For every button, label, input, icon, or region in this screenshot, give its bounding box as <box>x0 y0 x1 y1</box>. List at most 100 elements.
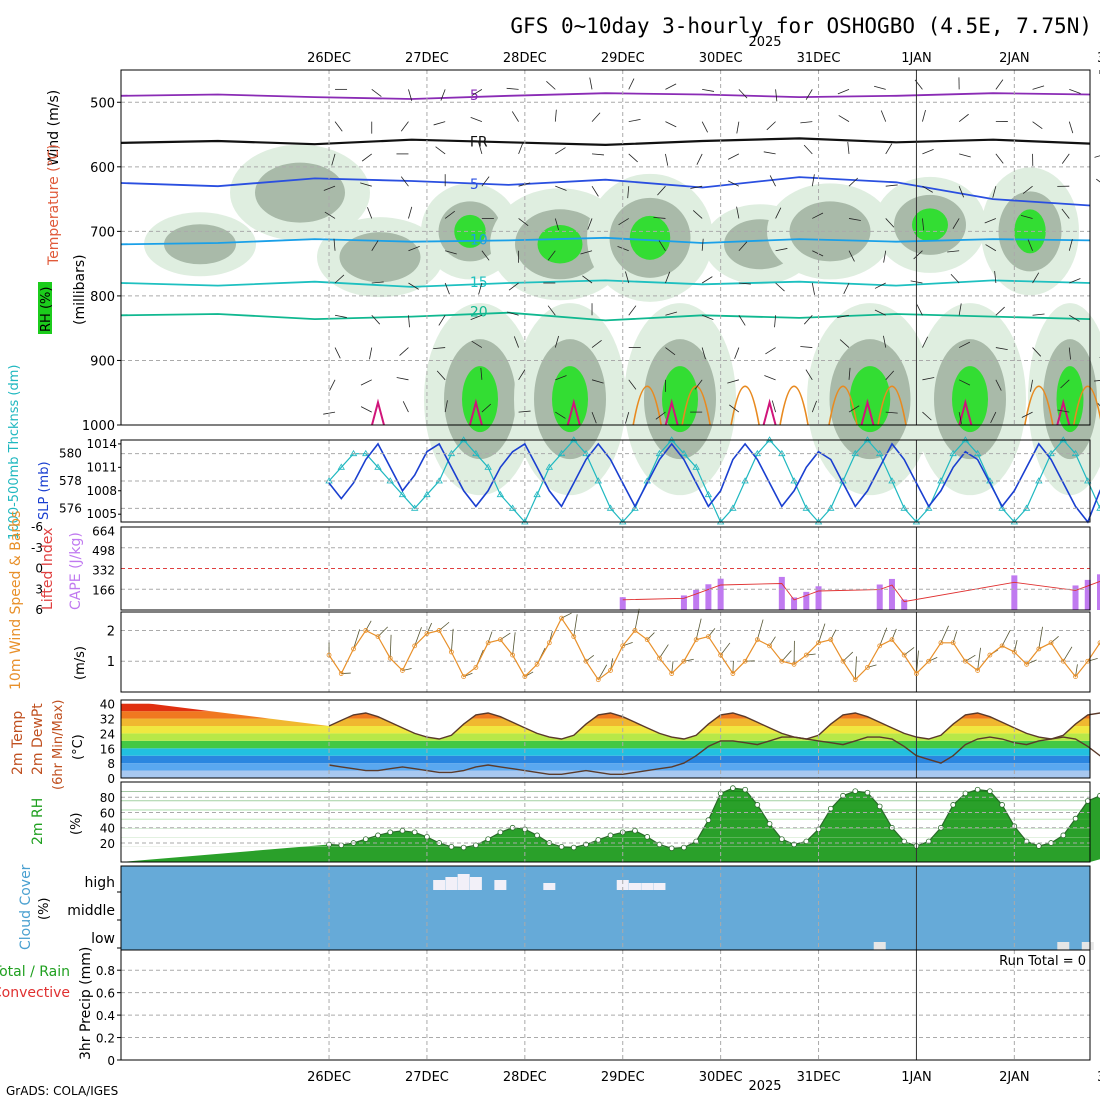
footer-credit: GrADS: COLA/IGES <box>6 1084 118 1098</box>
wind-barb <box>369 347 373 360</box>
rh-point <box>754 802 761 808</box>
wind10m-point <box>681 658 687 664</box>
wind-barb <box>555 185 567 191</box>
wind10m-barb <box>597 664 608 680</box>
wind-barb <box>554 109 557 122</box>
wind-barb <box>913 250 923 260</box>
precip-tick-label: 0.6 <box>96 987 115 1001</box>
rh-point <box>876 803 883 810</box>
wind-barb <box>400 121 409 132</box>
rh-point <box>411 829 418 836</box>
hot-contour <box>664 398 679 426</box>
wind10m-barb <box>451 628 454 653</box>
wind10m-point <box>534 661 540 667</box>
wind-barb <box>702 314 714 320</box>
wind-barb <box>811 282 815 295</box>
wind10m-point <box>791 661 797 667</box>
wind10m-point <box>1036 646 1042 652</box>
wind-barb <box>408 246 420 252</box>
temp-color-band <box>121 763 1090 771</box>
wind-barb <box>764 375 776 381</box>
lifted-index-tick-label: -3 <box>31 541 43 555</box>
wind10m-point <box>840 658 846 664</box>
wind-barb <box>958 379 971 386</box>
rh-tick-label: 80 <box>100 791 115 805</box>
wind-barb <box>800 121 813 124</box>
wind10m-point <box>950 640 956 646</box>
rh-shade-high <box>462 366 498 433</box>
wind10m-barb <box>1050 636 1059 644</box>
wind10m-point <box>522 674 528 680</box>
wind-barb <box>839 339 850 348</box>
date-label-bottom: 3JAN <box>1097 1070 1100 1085</box>
wind-barb <box>1022 185 1033 194</box>
cloud-high-bar <box>457 874 470 890</box>
upper-air-ytick-label: 1000 <box>82 419 115 434</box>
isotherm-label: 10 <box>470 232 488 248</box>
wind-barb <box>511 111 519 122</box>
hot-contour <box>371 398 385 426</box>
thickness-point <box>900 504 908 511</box>
wind-barb <box>438 315 446 326</box>
wind-barb <box>435 146 446 155</box>
cloud-high-bar <box>641 883 654 890</box>
wind-barb <box>1068 239 1073 251</box>
wind-barb <box>847 141 850 154</box>
rh-point <box>999 802 1005 808</box>
wind-barb <box>990 411 997 424</box>
cape-tick-label: 498 <box>92 544 115 558</box>
thickness-point <box>606 504 615 511</box>
wind10m-point <box>363 628 369 633</box>
isotherm-line <box>120 92 1091 100</box>
wind10m-point <box>620 643 626 649</box>
wind-barb <box>481 250 490 261</box>
cloud-high-bar <box>469 877 482 890</box>
wind10m-point <box>510 652 515 658</box>
minmax-label: (6hr Min/Max) <box>51 700 66 790</box>
wind-barb <box>805 369 813 381</box>
wind-barb <box>400 176 409 187</box>
wind-barb <box>885 184 898 187</box>
rh-shade-high <box>1056 366 1084 433</box>
wind-barb <box>775 207 782 219</box>
wind-barb <box>518 142 524 155</box>
wind10m-point <box>1060 658 1066 664</box>
wind-barb <box>547 250 556 261</box>
wind10m-point <box>693 637 699 643</box>
wind10m-point <box>608 668 613 673</box>
wind-barb <box>874 85 886 90</box>
wind-barb <box>958 303 962 316</box>
date-label-bottom: 26DEC <box>307 1070 351 1085</box>
wind-barb <box>618 218 629 226</box>
wind-barb <box>775 89 778 102</box>
wind-barb <box>1069 88 1081 94</box>
wind10m-point <box>559 615 564 621</box>
wind10m-barb <box>1001 629 1011 647</box>
wind-barb <box>591 185 599 197</box>
rh-tick-label: 60 <box>100 806 115 820</box>
wind-barb <box>885 218 895 228</box>
rh2m-label: 2m RH <box>30 798 46 845</box>
wind10m-barb <box>353 629 361 650</box>
wind-barb <box>701 347 706 360</box>
temperature-label: Temperature (°C) <box>46 144 62 266</box>
wind-barb <box>728 153 740 160</box>
rh-shade-high <box>552 366 588 433</box>
upper-air-frame <box>120 69 1091 426</box>
precip-tick-label: 0.4 <box>96 1009 115 1023</box>
year-label-bottom: 2025 <box>748 1079 781 1094</box>
temp-color-band <box>121 748 1090 756</box>
wind-barb <box>480 367 483 380</box>
rh-shade-high <box>662 366 698 433</box>
wind-barb <box>436 370 446 381</box>
temp-tick-label: 8 <box>107 757 115 771</box>
date-label-top: 29DEC <box>601 51 645 66</box>
thickness-point <box>398 490 407 498</box>
convective-label: Convective <box>0 985 70 1001</box>
thickness-tick-label: 576 <box>59 501 82 515</box>
cape-tick-label: 166 <box>92 583 115 597</box>
lifted-index-label: Lifted Index <box>40 528 56 610</box>
wind-barb <box>950 273 960 284</box>
wind-barb <box>922 109 926 122</box>
isotherm-label: 5 <box>470 177 479 193</box>
